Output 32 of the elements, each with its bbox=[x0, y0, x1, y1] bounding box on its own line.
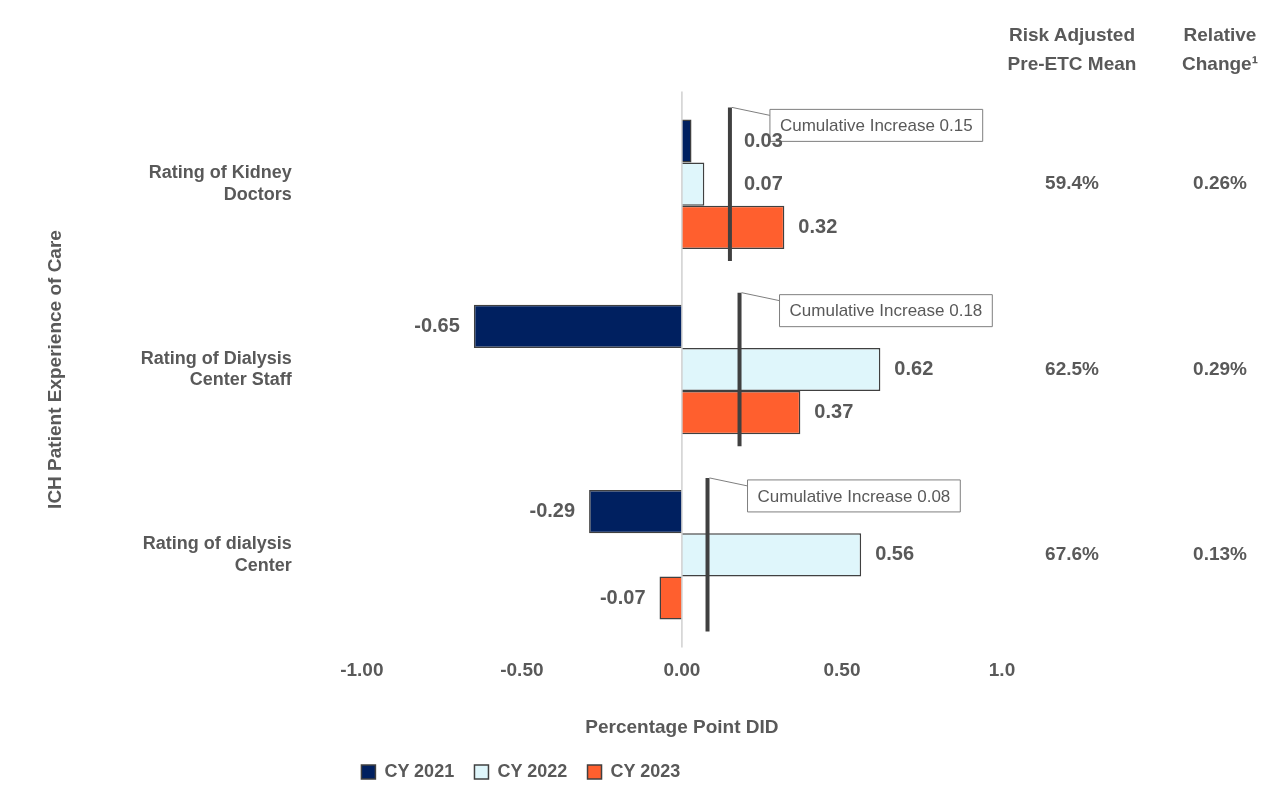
x-tick-label: 0.50 bbox=[823, 659, 861, 681]
data-label: 0.07 bbox=[743, 171, 783, 194]
legend-label: CY 2023 bbox=[610, 760, 681, 781]
data-label: 0.37 bbox=[814, 400, 854, 423]
text: Risk Adjusted Pre-ETC Mean bbox=[1007, 24, 1137, 75]
text: 62.5% bbox=[1045, 357, 1100, 379]
data-label: -0.29 bbox=[529, 499, 576, 522]
x-tick-label: -0.50 bbox=[500, 659, 544, 681]
y-axis-title: ICH Patient Experience of Care bbox=[43, 230, 65, 509]
text: 0.29% bbox=[1193, 357, 1248, 379]
data-label: 0.32 bbox=[798, 214, 838, 237]
x-tick-label: -1.00 bbox=[340, 659, 384, 681]
data-label: -0.07 bbox=[599, 585, 646, 608]
ref-line-label: Cumulative Increase 0.08 bbox=[757, 486, 951, 506]
x-axis-title: Percentage Point DID bbox=[585, 715, 779, 737]
y-tick-label: Rating of dialysis Center bbox=[142, 532, 292, 575]
legend-label: CY 2022 bbox=[497, 760, 568, 781]
ref-line-label: Cumulative Increase 0.18 bbox=[789, 301, 983, 321]
text: 0.26% bbox=[1193, 172, 1248, 194]
data-label: 0.62 bbox=[894, 357, 934, 380]
text: Relative Change¹ bbox=[1182, 24, 1258, 75]
x-tick-label: 1.0 bbox=[988, 659, 1016, 681]
y-tick-label: Rating of Dialysis Center Staff bbox=[140, 347, 293, 390]
text: 0.13% bbox=[1193, 543, 1248, 564]
data-label: -0.65 bbox=[414, 313, 460, 336]
data-label: 0.56 bbox=[875, 542, 915, 565]
text: 67.6% bbox=[1045, 543, 1100, 564]
legend-label: CY 2021 bbox=[384, 760, 455, 781]
text: 59.4% bbox=[1045, 172, 1100, 194]
x-tick-label: 0.00 bbox=[663, 659, 701, 681]
y-tick-label: Rating of Kidney Doctors bbox=[148, 162, 292, 204]
data-label: 0.03 bbox=[743, 128, 783, 151]
